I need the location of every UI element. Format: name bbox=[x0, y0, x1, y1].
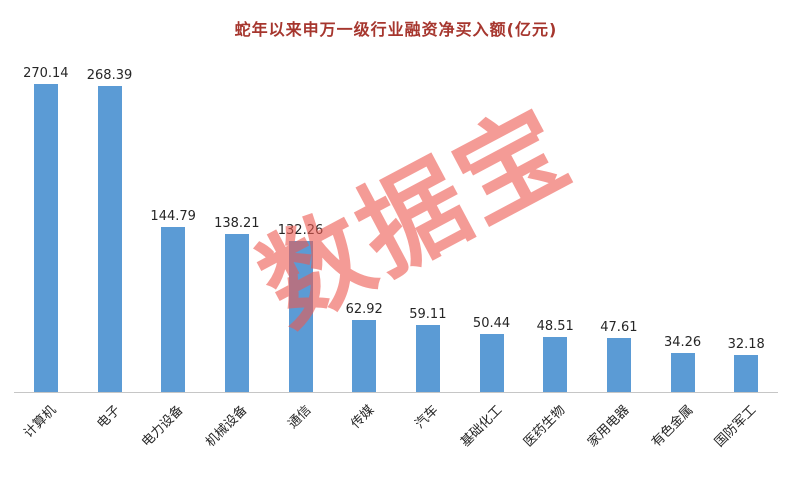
bar-value-label: 132.26 bbox=[277, 223, 324, 238]
bar bbox=[415, 325, 440, 392]
x-label-cell: 传媒 bbox=[332, 393, 396, 477]
bar bbox=[734, 355, 759, 392]
x-label-cell: 计算机 bbox=[14, 393, 78, 477]
bar-category-label: 传媒 bbox=[348, 402, 378, 432]
bar-value-label: 34.26 bbox=[663, 335, 702, 350]
x-axis-labels: 计算机 电子 电力设备 机械设备 通信 传媒 汽车 基础化工 医药生物 家用电器 有色金属 国防军工 bbox=[14, 393, 778, 477]
bar-value-label: 144.79 bbox=[150, 209, 196, 224]
x-label-cell: 国防军工 bbox=[712, 393, 778, 477]
bar bbox=[479, 334, 504, 392]
bar-category-label: 基础化工 bbox=[457, 402, 505, 451]
bar bbox=[606, 338, 631, 392]
bar-column: 59.11 bbox=[396, 56, 460, 392]
bar-value-label: 62.92 bbox=[345, 302, 383, 317]
bar bbox=[543, 337, 568, 392]
x-label-cell: 汽车 bbox=[396, 393, 460, 477]
bar-category-label: 计算机 bbox=[21, 402, 60, 442]
x-label-cell: 基础化工 bbox=[458, 393, 524, 477]
bar-category-label: 电子 bbox=[93, 402, 123, 432]
x-label-cell: 家用电器 bbox=[585, 393, 651, 477]
x-label-cell: 电子 bbox=[78, 393, 142, 477]
bar bbox=[352, 320, 377, 392]
bar-category-label: 有色金属 bbox=[648, 402, 696, 451]
chart-title: 蛇年以来申万一级行业融资净买入额(亿元) bbox=[234, 20, 558, 39]
bar-value-label: 59.11 bbox=[409, 307, 447, 322]
x-label-cell: 医药生物 bbox=[521, 393, 587, 477]
bar-value-label: 47.61 bbox=[600, 320, 638, 335]
bar-category-label: 医药生物 bbox=[521, 402, 569, 451]
bar-column: 132.26 bbox=[269, 56, 333, 392]
bar-category-label: 家用电器 bbox=[584, 402, 633, 451]
bar bbox=[288, 241, 313, 392]
x-label-cell: 电力设备 bbox=[139, 393, 205, 477]
bar-column: 32.18 bbox=[714, 56, 778, 392]
bar-column: 62.92 bbox=[332, 56, 396, 392]
plot-area: 270.14 268.39 144.79 138.21 132.26 62.92 59.11… bbox=[14, 56, 778, 393]
bar-column: 48.51 bbox=[523, 56, 587, 392]
bar-value-label: 48.51 bbox=[536, 319, 574, 334]
bar-column: 144.79 bbox=[141, 56, 205, 392]
bar-column: 138.21 bbox=[205, 56, 269, 392]
bar-column: 268.39 bbox=[78, 56, 142, 392]
bar-value-label: 138.21 bbox=[214, 216, 260, 231]
bar-column: 47.61 bbox=[587, 56, 651, 392]
x-label-cell: 有色金属 bbox=[649, 393, 715, 477]
bar-category-label: 机械设备 bbox=[202, 402, 251, 451]
bar-value-label: 268.39 bbox=[86, 68, 133, 83]
bar-column: 34.26 bbox=[651, 56, 715, 392]
bar-category-label: 国防军工 bbox=[712, 402, 760, 451]
bar-category-label: 电力设备 bbox=[139, 402, 187, 451]
x-label-cell: 通信 bbox=[269, 393, 333, 477]
bar-category-label: 通信 bbox=[284, 402, 314, 432]
x-label-cell: 机械设备 bbox=[203, 393, 269, 477]
bar-series: 270.14 268.39 144.79 138.21 132.26 62.92 59.11… bbox=[14, 56, 778, 392]
bar bbox=[161, 227, 186, 392]
bar-value-label: 32.18 bbox=[727, 337, 765, 352]
bar bbox=[33, 84, 58, 392]
bar-column: 270.14 bbox=[14, 56, 78, 392]
bar-column: 50.44 bbox=[460, 56, 524, 392]
bar-category-label: 汽车 bbox=[412, 402, 442, 432]
bar bbox=[97, 86, 122, 392]
bar-value-label: 50.44 bbox=[472, 316, 511, 331]
bar bbox=[670, 353, 695, 392]
bar-value-label: 270.14 bbox=[23, 66, 69, 81]
bar bbox=[224, 234, 249, 392]
